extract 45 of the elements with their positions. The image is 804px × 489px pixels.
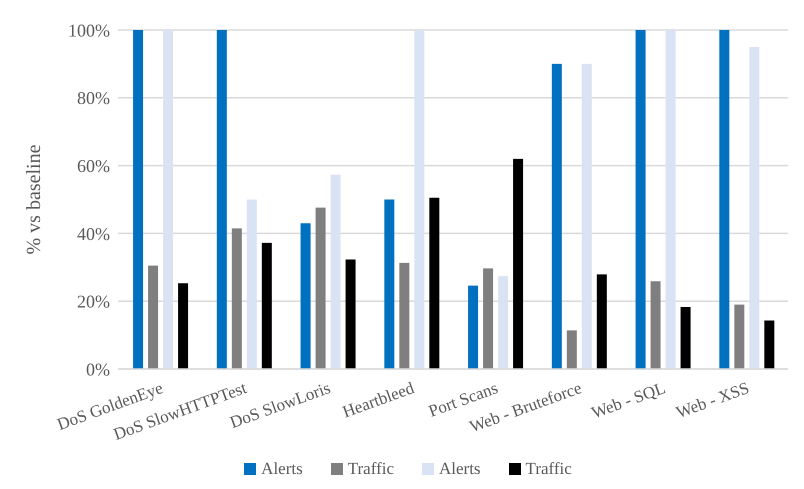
bar [749,46,760,369]
bar [582,64,592,369]
legend-label: Alerts [261,459,303,479]
bar [636,30,646,369]
bar [330,174,341,369]
bar [513,158,524,369]
legend-label: Traffic [526,459,572,479]
bar [666,30,676,369]
bar [316,208,326,369]
bar [232,228,242,369]
y-tick-label: 100% [68,20,110,40]
bar [300,223,311,369]
y-axis-title: % vs baseline [23,144,46,254]
y-tick-label: 80% [77,88,110,108]
bar [262,242,272,369]
y-tick-label: 60% [77,156,110,176]
bar [246,200,257,369]
bar [429,198,440,369]
bar [719,30,730,369]
bar [650,281,661,369]
bar [133,30,144,369]
bar [346,260,356,369]
legend-label: Traffic [348,459,394,479]
bar [734,304,744,369]
legend-label: Alerts [439,459,481,479]
bar [163,30,174,369]
y-tick-label: 0% [86,359,110,380]
y-tick-label: 40% [77,224,110,244]
bar [680,306,691,369]
bar [414,30,424,369]
bar [178,283,188,369]
bar [468,286,478,369]
bar [399,262,410,369]
bar [148,266,158,369]
bar [384,200,394,369]
x-tick-label: Web - XSS [674,378,752,422]
bar [596,274,607,369]
bar [764,320,774,369]
bar [483,268,494,369]
bar [566,330,577,369]
bar [216,30,227,369]
bar [552,64,562,369]
x-tick-label: Web - SQL [588,378,668,422]
y-tick-label: 20% [77,292,110,312]
bar [498,276,508,369]
